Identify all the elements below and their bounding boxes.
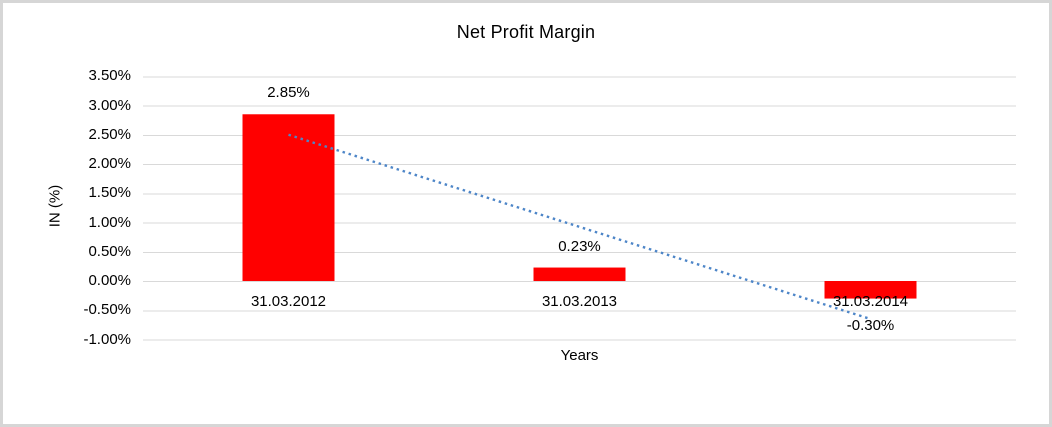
category-label: 31.03.2013: [541, 293, 618, 310]
x-axis-title: Years: [560, 347, 599, 364]
y-tick-label: -1.00%: [83, 330, 131, 348]
data-label: 2.85%: [267, 84, 310, 102]
y-tick-label: 0.00%: [88, 272, 131, 289]
y-tick-label: -0.50%: [83, 301, 131, 319]
y-tick-label: 2.50%: [88, 125, 131, 143]
y-tick-label: 0.50%: [88, 242, 131, 260]
y-tick-label: 1.00%: [88, 213, 131, 231]
category-label: 31.03.2012: [250, 293, 327, 310]
bar: [533, 267, 626, 281]
data-label: -0.30%: [846, 316, 895, 334]
data-label: 0.23%: [558, 237, 601, 255]
y-tick-label: 3.50%: [88, 67, 131, 85]
category-label: 31.03.2014: [832, 293, 909, 310]
y-tick-label: 1.50%: [88, 184, 131, 202]
chart-title: Net Profit Margin: [456, 22, 596, 42]
trendline: [288, 133, 871, 321]
bar: [242, 114, 335, 282]
y-tick-label: 3.00%: [88, 96, 131, 114]
y-tick-label: 2.00%: [88, 155, 131, 172]
plot-area: [143, 76, 1016, 341]
bar: [824, 281, 917, 299]
